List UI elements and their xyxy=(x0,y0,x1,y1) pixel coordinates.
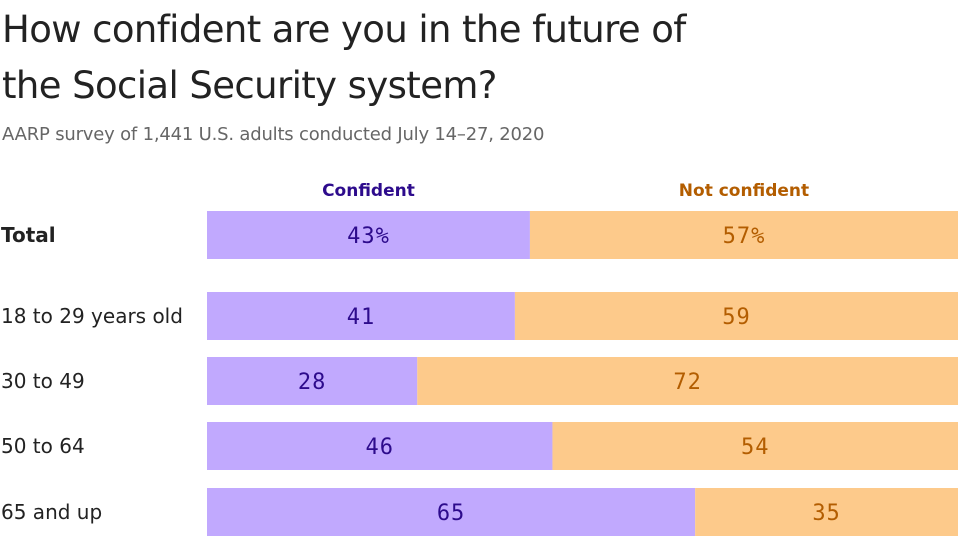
row-label-65-and-up: 65 and up xyxy=(1,500,102,524)
legend-confident: Confident xyxy=(322,181,415,201)
value-label-not-confident-50-to-64: 54 xyxy=(741,435,770,460)
value-label-not-confident-65-and-up: 35 xyxy=(812,501,841,526)
bar-confident-65-and-up xyxy=(207,488,696,536)
row-label-total: Total xyxy=(1,223,56,247)
row-label-18-to-29-years-old: 18 to 29 years old xyxy=(1,304,183,328)
value-label-confident-65-and-up: 65 xyxy=(437,501,466,526)
legend-not-confident: Not confident xyxy=(679,181,809,201)
bar-confident-50-to-64 xyxy=(207,422,553,470)
bar-not-confident-65-and-up xyxy=(695,488,958,536)
row-label-50-to-64: 50 to 64 xyxy=(1,434,85,458)
bar-not-confident-30-to-49 xyxy=(417,357,958,405)
bar-confident-30-to-49 xyxy=(207,357,418,405)
bar-not-confident-total xyxy=(529,211,958,259)
chart-title: How confident are you in the future of th… xyxy=(2,8,686,107)
value-label-not-confident-30-to-49: 72 xyxy=(673,370,702,395)
value-label-not-confident-18-to-29-years-old: 59 xyxy=(722,305,751,330)
chart-subtitle: AARP survey of 1,441 U.S. adults conduct… xyxy=(2,124,545,145)
value-label-not-confident-total: 57% xyxy=(723,224,766,249)
row-label-30-to-49: 30 to 49 xyxy=(1,369,85,393)
value-label-confident-18-to-29-years-old: 41 xyxy=(347,305,376,330)
value-label-confident-total: 43% xyxy=(347,224,390,249)
bar-confident-18-to-29-years-old xyxy=(207,292,515,340)
value-label-confident-30-to-49: 28 xyxy=(298,370,327,395)
bar-not-confident-50-to-64 xyxy=(552,422,958,470)
bar-not-confident-18-to-29-years-old xyxy=(514,292,958,340)
bar-confident-total xyxy=(207,211,530,259)
value-label-confident-50-to-64: 46 xyxy=(365,435,394,460)
